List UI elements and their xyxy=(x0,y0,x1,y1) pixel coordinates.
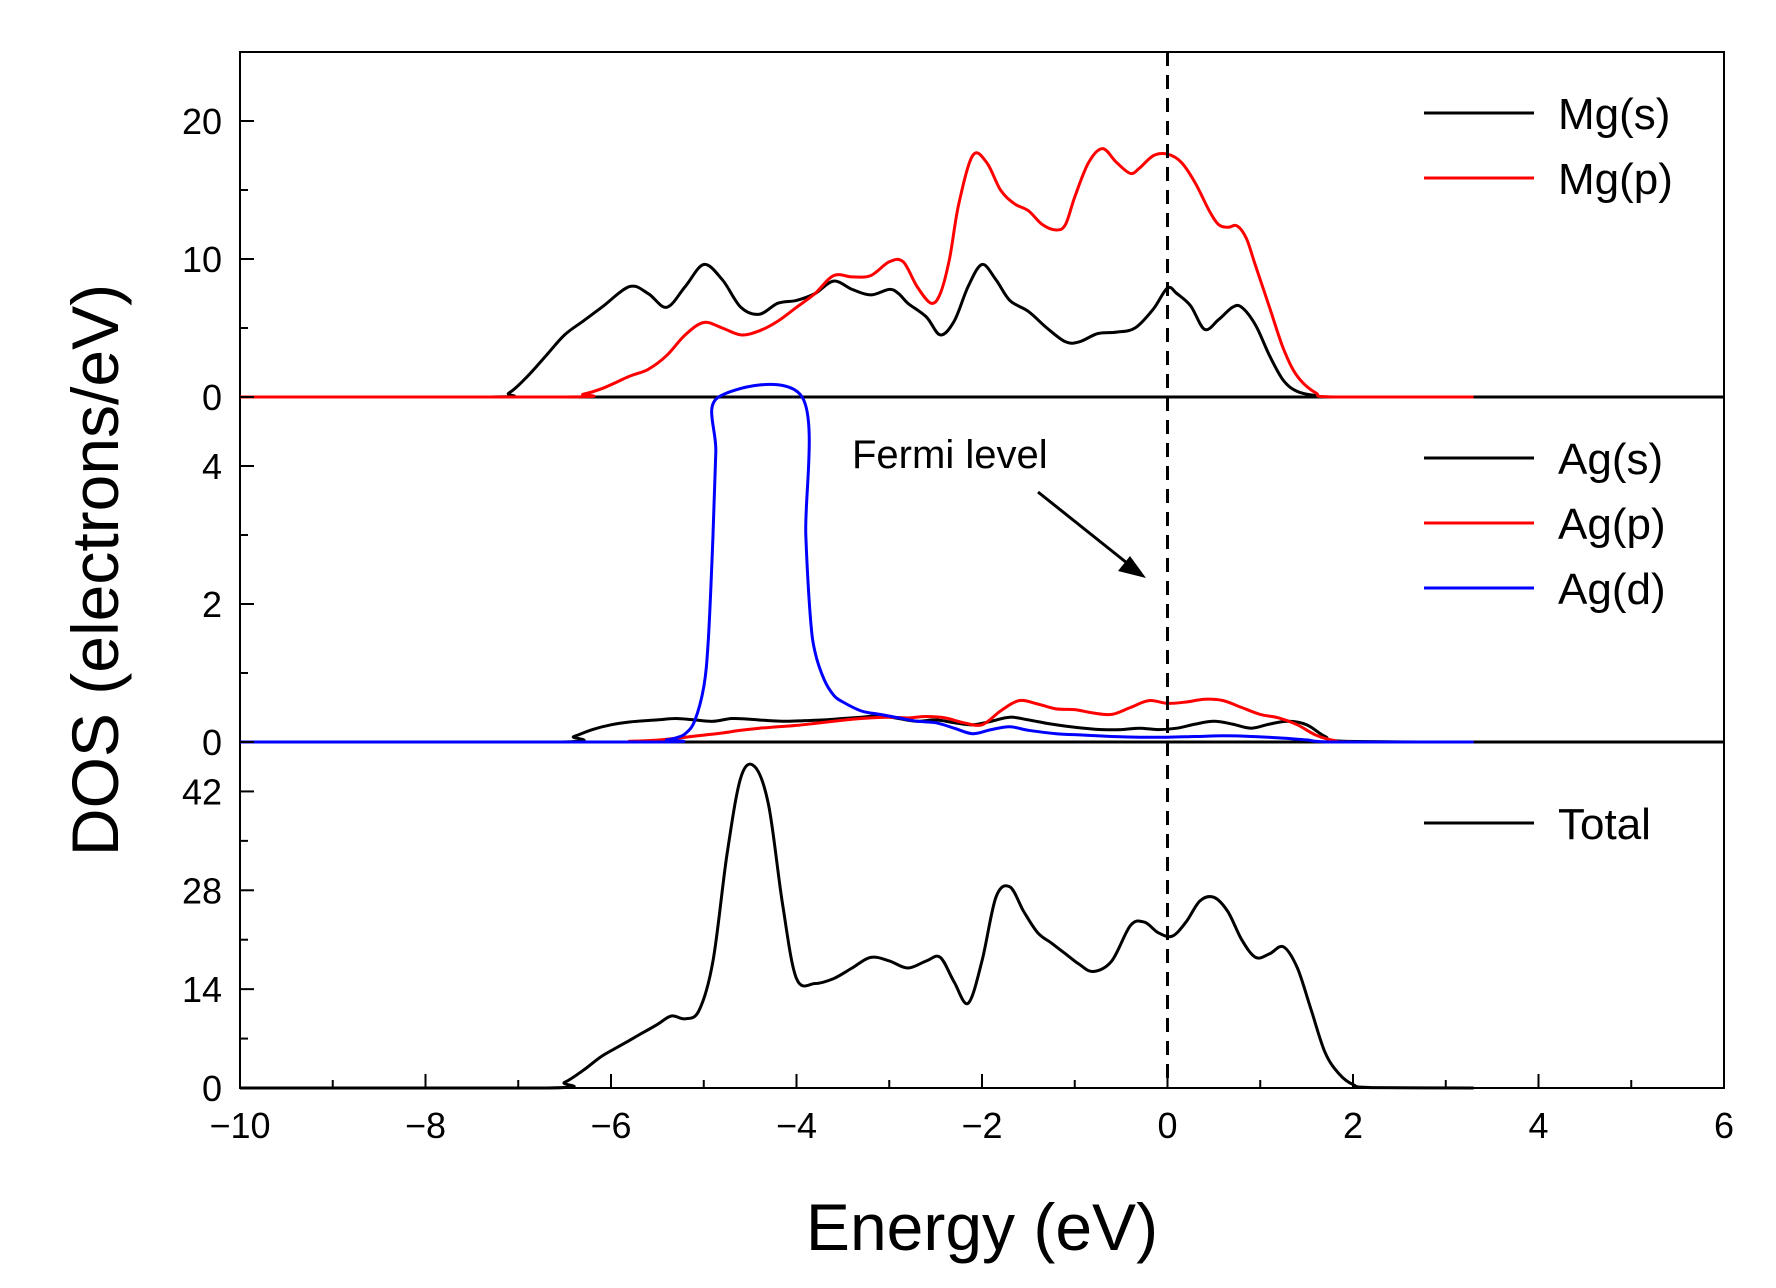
fermi-annotation-arrow-shaft xyxy=(1037,490,1133,569)
y-tick-label-ag-0: 0 xyxy=(202,722,222,763)
series-line-ag-s xyxy=(239,714,1474,744)
y-tick-label-ag-2: 4 xyxy=(202,446,222,487)
x-tick-label-7: 4 xyxy=(1528,1105,1548,1146)
x-tick-label-2: −6 xyxy=(590,1105,631,1146)
x-tick-label-4: −2 xyxy=(961,1105,1002,1146)
series-layer xyxy=(239,147,1474,1090)
y-tick-label-total-1: 14 xyxy=(182,969,222,1010)
y-tick-label-total-2: 28 xyxy=(182,870,222,911)
x-tick-label-1: −8 xyxy=(405,1105,446,1146)
legend-mg: Mg(s) Mg(p) xyxy=(1424,90,1673,204)
legend-label-mg-p: Mg(p) xyxy=(1558,155,1673,204)
ticks-layer: 0 10 20 0 2 4 0 14 28 42 −10 −8 −6 −4 −2 0 2 4 6 xyxy=(182,101,1734,1146)
y-tick-label-total-3: 42 xyxy=(182,771,222,812)
fermi-level-annotation: Fermi level xyxy=(852,433,1048,477)
x-tick-label-3: −4 xyxy=(776,1105,817,1146)
legend-label-mg-s: Mg(s) xyxy=(1558,90,1670,139)
series-line-total xyxy=(240,762,1474,1090)
y-tick-label-total-0: 0 xyxy=(202,1068,222,1109)
series-line-ag-p xyxy=(239,697,1474,744)
y-tick-label-mg-0: 0 xyxy=(202,377,222,418)
x-tick-label-8: 6 xyxy=(1714,1105,1734,1146)
legend-label-total: Total xyxy=(1558,800,1651,849)
legend-ag: Ag(s) Ag(p) Ag(d) xyxy=(1424,435,1666,614)
x-tick-label-0: −10 xyxy=(209,1105,270,1146)
legend-total: Total xyxy=(1424,800,1651,849)
series-line-mg-p xyxy=(240,147,1474,399)
x-tick-label-5: 0 xyxy=(1157,1105,1177,1146)
legend-label-ag-s: Ag(s) xyxy=(1558,435,1663,484)
x-tick-label-6: 2 xyxy=(1343,1105,1363,1146)
x-axis-title: Energy (eV) xyxy=(806,1190,1158,1264)
legend-label-ag-p: Ag(p) xyxy=(1558,500,1666,549)
series-line-ag-d xyxy=(239,383,1474,744)
legend-label-ag-d: Ag(d) xyxy=(1558,565,1666,614)
series-line-mg-s xyxy=(240,262,1474,399)
fermi-annotation-arrowhead xyxy=(1118,556,1146,578)
panel-frame-mg xyxy=(239,51,1725,398)
y-tick-label-mg-1: 10 xyxy=(182,239,222,280)
plot-frames xyxy=(239,51,1725,1089)
y-tick-label-mg-2: 20 xyxy=(182,101,222,142)
panel-frame-total xyxy=(239,741,1725,1089)
y-axis-title: DOS (electrons/eV) xyxy=(58,284,132,856)
y-tick-label-ag-1: 2 xyxy=(202,584,222,625)
